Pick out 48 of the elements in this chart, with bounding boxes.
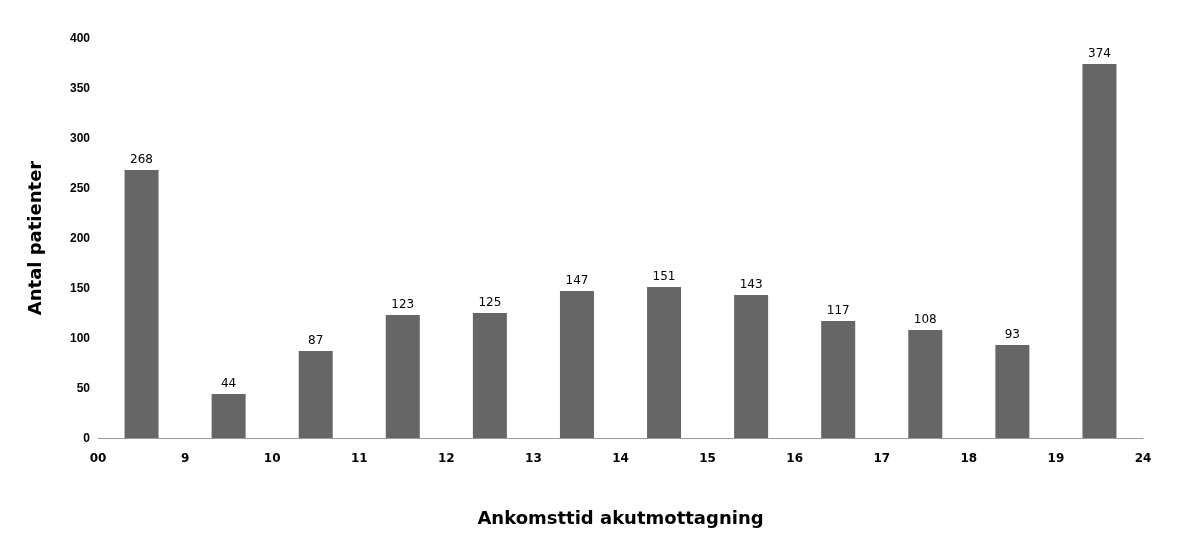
text: 16 xyxy=(786,451,804,465)
text: 11 xyxy=(350,451,368,465)
y-tick-label: 300 xyxy=(69,131,91,145)
data-label: 374 xyxy=(1088,46,1111,60)
y-tick-label: 250 xyxy=(69,181,91,195)
y-tick-label: 200 xyxy=(69,231,91,245)
text: 15 xyxy=(699,451,716,465)
bar xyxy=(385,315,420,438)
text: 19 xyxy=(1047,451,1065,465)
data-label: 108 xyxy=(913,312,937,326)
data-label: 147 xyxy=(565,273,589,287)
bar xyxy=(995,345,1030,438)
bar xyxy=(472,313,507,438)
text: 18 xyxy=(960,451,978,465)
y-tick-label: 350 xyxy=(69,81,91,95)
bar xyxy=(821,321,856,438)
text: 17 xyxy=(873,451,891,465)
data-label: 117 xyxy=(826,303,850,317)
text: 14 xyxy=(612,451,629,465)
y-tick-label: 50 xyxy=(76,381,91,395)
bar xyxy=(647,287,682,438)
data-label: 143 xyxy=(739,277,763,291)
x-axis-title: Ankomsttid akutmottagning xyxy=(477,506,764,528)
data-label: 44 xyxy=(220,376,237,390)
y-tick-label: 100 xyxy=(69,331,91,345)
y-axis-title: Antal patienter xyxy=(23,160,45,316)
data-label: 125 xyxy=(478,295,502,309)
bar xyxy=(559,291,594,438)
text: 24 xyxy=(1134,451,1152,465)
y-tick-label: 400 xyxy=(69,31,91,45)
text: 12 xyxy=(437,451,455,465)
data-label: 87 xyxy=(308,333,324,347)
bar xyxy=(211,394,246,438)
data-label: 268 xyxy=(130,152,153,166)
bar xyxy=(734,295,769,438)
text: 9 xyxy=(180,451,190,465)
bar xyxy=(908,330,943,438)
bar xyxy=(1082,64,1117,438)
data-label: 123 xyxy=(391,297,415,311)
bar xyxy=(298,351,333,438)
data-label: 151 xyxy=(652,269,676,283)
data-label: 93 xyxy=(1004,327,1021,341)
text: 00 xyxy=(89,451,107,465)
text: 13 xyxy=(525,451,542,465)
y-tick-label: 150 xyxy=(69,281,91,295)
bar xyxy=(124,170,159,438)
y-tick-label: 0 xyxy=(83,431,91,445)
text: 10 xyxy=(263,451,281,465)
